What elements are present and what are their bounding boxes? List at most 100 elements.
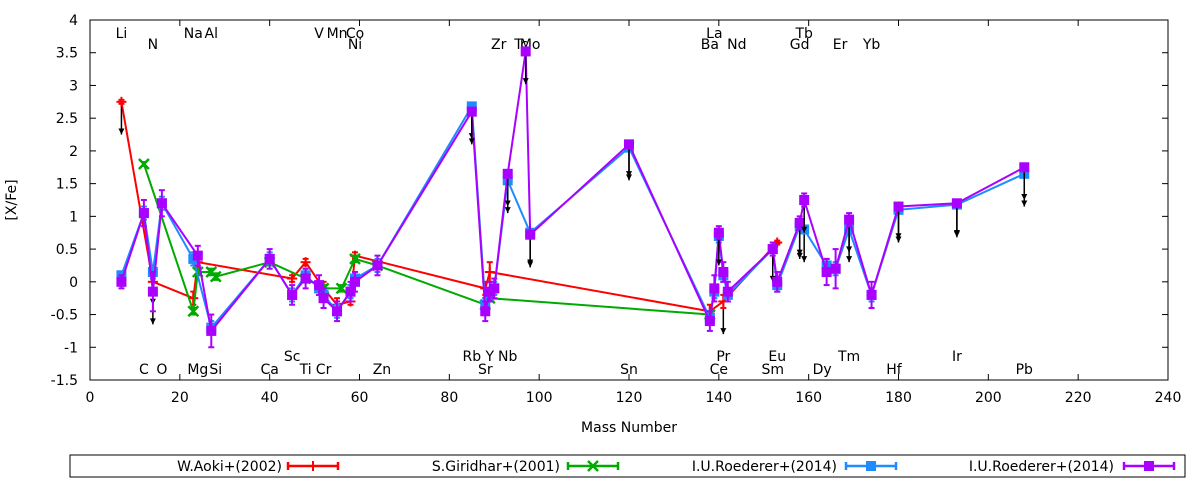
data-point xyxy=(489,283,500,294)
element-label-bottom: Dy xyxy=(813,362,832,378)
upper-limit-arrowhead xyxy=(801,256,808,263)
data-point xyxy=(794,217,805,228)
data-point xyxy=(138,158,150,170)
data-point xyxy=(844,214,855,225)
element-label-bottom: Sm xyxy=(761,362,784,378)
data-point xyxy=(951,198,962,209)
element-label-top: V xyxy=(314,26,324,42)
legend-label: S.Giridhar+(2001) xyxy=(432,459,560,475)
element-label-bottom: C xyxy=(139,362,149,378)
data-point xyxy=(187,305,200,318)
x-tick-label: 200 xyxy=(975,390,1002,406)
upper-limit-arrowhead xyxy=(504,200,511,207)
element-label-bottom: Pr xyxy=(716,349,730,365)
upper-limit-arrowhead xyxy=(118,128,125,135)
data-point xyxy=(830,263,841,274)
series-layer xyxy=(116,46,1030,349)
legend-label: W.Aoki+(2002) xyxy=(177,459,282,475)
element-label-top: Co xyxy=(346,26,364,42)
x-tick-label: 20 xyxy=(171,390,189,406)
element-label-bottom: Ce xyxy=(710,362,728,378)
data-point xyxy=(209,270,222,283)
data-point xyxy=(713,227,724,238)
element-label-top: Mn xyxy=(327,26,348,42)
axis-ticks: 0 20 40 60 80 100 120 140 160 180 200 220 240-1.5-1-… xyxy=(51,13,1182,406)
data-point xyxy=(335,282,348,295)
data-point xyxy=(480,306,491,317)
upper-limit-arrowhead xyxy=(953,230,960,236)
x-axis-title: Mass Number xyxy=(581,420,677,436)
upper-limit-arrowhead xyxy=(522,78,529,85)
y-tick-label: 1.5 xyxy=(56,177,78,193)
legend-marker xyxy=(1144,461,1154,471)
data-point xyxy=(332,306,343,317)
x-tick-label: 240 xyxy=(1155,390,1182,406)
y-tick-label: 3 xyxy=(69,78,78,94)
data-point xyxy=(350,276,361,287)
element-label-bottom: Y xyxy=(484,349,494,365)
data-point xyxy=(138,208,149,219)
upper-limit-arrowhead xyxy=(796,252,803,259)
legend-label: I.U.Roederer+(2014) xyxy=(969,459,1114,475)
element-label-bottom: Hf xyxy=(886,362,903,378)
element-label-bottom: Si xyxy=(209,362,222,378)
x-tick-label: 100 xyxy=(526,390,553,406)
data-point xyxy=(525,229,536,240)
y-axis-title: [X/Fe] xyxy=(4,179,20,220)
plot-border xyxy=(89,19,1169,381)
upper-limit-arrowhead xyxy=(895,236,902,243)
legend-box xyxy=(69,454,1186,478)
data-point xyxy=(502,168,513,179)
y-tick-label: 1 xyxy=(69,209,78,225)
data-point xyxy=(287,289,298,300)
x-tick-label: 40 xyxy=(261,390,279,406)
data-point xyxy=(314,280,325,291)
data-point xyxy=(206,325,217,336)
element-label-top: Zr xyxy=(491,37,507,53)
y-tick-label: -1.5 xyxy=(51,373,78,389)
upper-limit-arrowhead xyxy=(715,259,722,266)
plot-frame xyxy=(89,19,1169,381)
data-point xyxy=(466,106,477,117)
data-point xyxy=(709,283,720,294)
x-tick-label: 0 xyxy=(86,390,95,406)
upper-limit-arrowhead xyxy=(468,138,475,145)
upper-limit-arrowhead xyxy=(504,207,511,214)
data-point xyxy=(349,253,361,265)
upper-limit-arrowhead xyxy=(895,233,902,240)
y-tick-label: 3.5 xyxy=(56,46,78,62)
element-label-bottom: Nb xyxy=(498,349,517,365)
data-point xyxy=(147,286,158,297)
element-label-bottom: Sc xyxy=(284,349,301,365)
upper-limit-arrowhead xyxy=(626,174,632,181)
legend-marker xyxy=(587,460,599,472)
legend-marker xyxy=(866,461,876,471)
data-point xyxy=(372,260,383,271)
element-label-bottom: Ti xyxy=(299,362,312,378)
data-point xyxy=(893,201,904,212)
upper-limit-arrowhead xyxy=(149,318,156,325)
element-label-top: Ni xyxy=(348,37,362,53)
y-tick-label: 4 xyxy=(69,13,78,29)
upper-limit-arrowhead xyxy=(796,249,803,256)
upper-limit-arrowhead xyxy=(720,328,727,335)
y-tick-label: -0.5 xyxy=(51,308,78,324)
upper-limit-arrowhead xyxy=(846,256,853,263)
element-label-bottom: Ir xyxy=(952,349,962,365)
data-point xyxy=(767,244,778,255)
element-label-bottom: O xyxy=(156,362,167,378)
x-tick-label: 160 xyxy=(795,390,822,406)
element-label-top: Al xyxy=(205,26,218,42)
x-tick-label: 140 xyxy=(705,390,732,406)
data-point xyxy=(520,46,531,57)
upper-limit-arrowhead xyxy=(846,246,853,253)
element-label-top: La xyxy=(706,26,722,42)
element-label-bottom: Ca xyxy=(260,362,278,378)
data-point xyxy=(772,276,783,287)
x-tick-label: 60 xyxy=(351,390,369,406)
data-point xyxy=(704,316,715,327)
data-point xyxy=(466,101,477,112)
data-point xyxy=(318,293,329,304)
x-tick-label: 80 xyxy=(440,390,458,406)
